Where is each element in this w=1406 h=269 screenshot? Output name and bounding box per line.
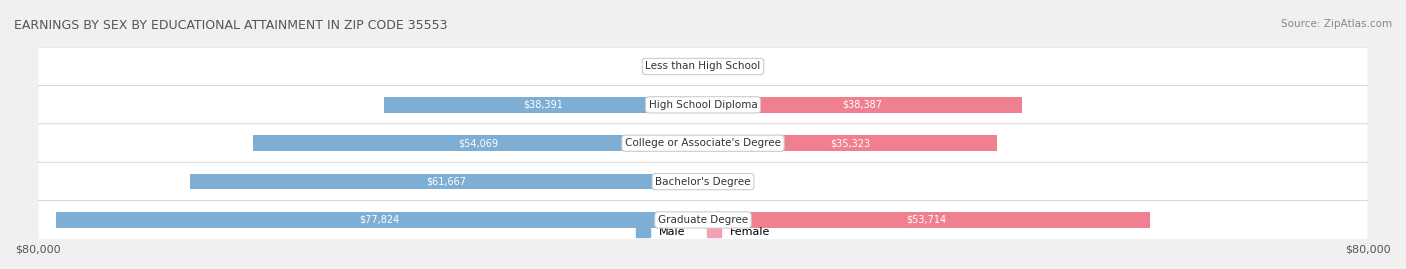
- FancyBboxPatch shape: [38, 86, 1368, 124]
- Text: $0: $0: [673, 61, 686, 72]
- Text: EARNINGS BY SEX BY EDUCATIONAL ATTAINMENT IN ZIP CODE 35553: EARNINGS BY SEX BY EDUCATIONAL ATTAINMEN…: [14, 19, 447, 32]
- Bar: [703, 212, 1150, 228]
- Text: $38,387: $38,387: [842, 100, 883, 110]
- Text: High School Diploma: High School Diploma: [648, 100, 758, 110]
- Text: $61,667: $61,667: [426, 176, 467, 187]
- Text: Bachelor's Degree: Bachelor's Degree: [655, 176, 751, 187]
- Text: Less than High School: Less than High School: [645, 61, 761, 72]
- FancyBboxPatch shape: [38, 200, 1368, 239]
- Bar: [384, 97, 703, 113]
- Text: College or Associate's Degree: College or Associate's Degree: [626, 138, 780, 148]
- Bar: [703, 135, 997, 151]
- Bar: [190, 174, 703, 189]
- Text: $77,824: $77,824: [360, 215, 399, 225]
- Text: $35,323: $35,323: [830, 138, 870, 148]
- Text: $54,069: $54,069: [458, 138, 498, 148]
- Text: Graduate Degree: Graduate Degree: [658, 215, 748, 225]
- Bar: [703, 97, 1022, 113]
- Text: $53,714: $53,714: [907, 215, 946, 225]
- Legend: Male, Female: Male, Female: [637, 227, 769, 238]
- Text: $0: $0: [720, 176, 733, 187]
- FancyBboxPatch shape: [38, 124, 1368, 163]
- Bar: [56, 212, 703, 228]
- Text: $38,391: $38,391: [523, 100, 564, 110]
- Text: $0: $0: [720, 61, 733, 72]
- FancyBboxPatch shape: [38, 47, 1368, 86]
- FancyBboxPatch shape: [38, 162, 1368, 201]
- Text: Source: ZipAtlas.com: Source: ZipAtlas.com: [1281, 19, 1392, 29]
- Bar: [253, 135, 703, 151]
